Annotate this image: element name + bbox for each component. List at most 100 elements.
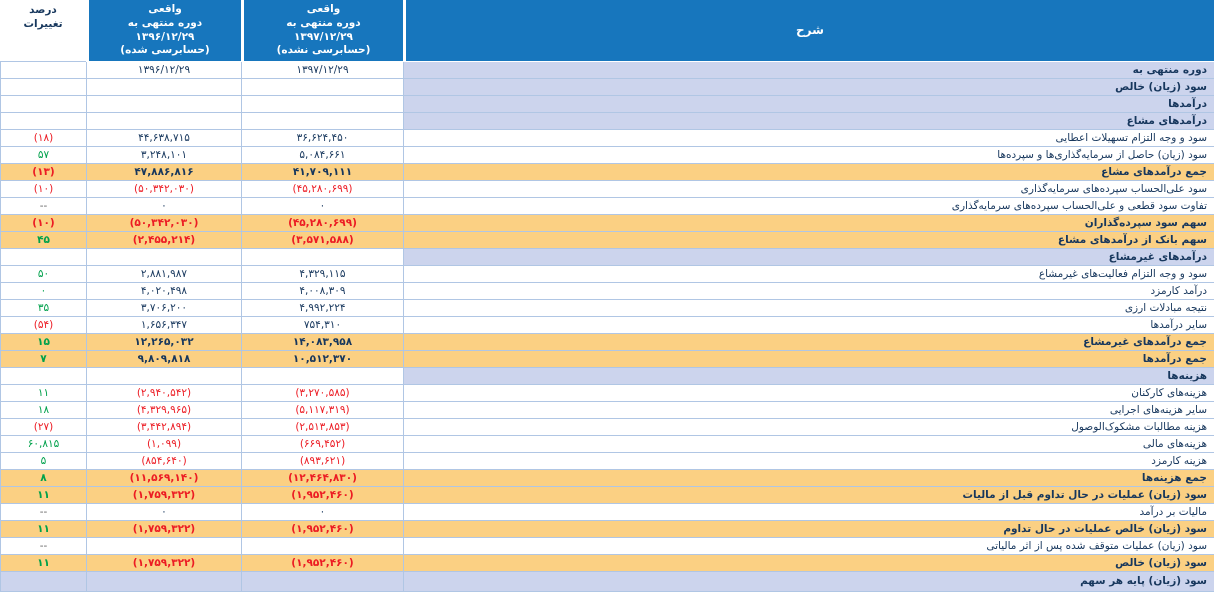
row-label: سود (زیان) خالص عملیات در حال تداوم [403, 521, 1214, 538]
table-row: جمع درآمدها ۱۰,۵۱۲,۳۷۰ ۹,۸۰۹,۸۱۸ ۷ [0, 351, 1214, 368]
table-row: سود (زیان) پایه هر سهم [0, 572, 1214, 592]
percent-change: (۲۷) [0, 419, 86, 436]
percent-change [0, 572, 86, 592]
percent-change: ۱۱ [0, 385, 86, 402]
percent-change: ۵ [0, 453, 86, 470]
value-1397 [241, 572, 403, 592]
value-1397: (۵,۱۱۷,۳۱۹) [241, 402, 403, 419]
table-row: جمع هزینه‌ها (۱۲,۴۶۴,۸۳۰) (۱۱,۵۶۹,۱۴۰) ۸ [0, 470, 1214, 487]
value-1397: ۵,۰۸۴,۶۶۱ [241, 147, 403, 164]
percent-change: ۴۵ [0, 232, 86, 249]
value-1397: ۷۵۴,۳۱۰ [241, 317, 403, 334]
value-1397 [241, 538, 403, 555]
table-row: سهم بانک از درآمدهای مشاع (۳,۵۷۱,۵۸۸) (۲,۴… [0, 232, 1214, 249]
value-1397: ۱۰,۵۱۲,۳۷۰ [241, 351, 403, 368]
row-label: هزینه‌های مالی [403, 436, 1214, 453]
row-label: نتیجه مبادلات ارزی [403, 300, 1214, 317]
value-1396 [86, 96, 241, 113]
table-row: نتیجه مبادلات ارزی ۴,۹۹۲,۲۲۴ ۳,۷۰۶,۲۰۰ ۳۵ [0, 300, 1214, 317]
table-row: جمع درآمدهای غیرمشاع ۱۴,۰۸۳,۹۵۸ ۱۲,۲۶۵,۰۳۲… [0, 334, 1214, 351]
table-row: مالیات بر درآمد ۰ ۰ -- [0, 504, 1214, 521]
row-label: سود و وجه التزام فعالیت‌های غیرمشاع [403, 266, 1214, 283]
table-row: هزینه‌های کارکنان (۳,۲۷۰,۵۸۵) (۲,۹۴۰,۵۴۲) ۱… [0, 385, 1214, 402]
percent-change: (۵۴) [0, 317, 86, 334]
value-1397: ۴,۰۰۸,۳۰۹ [241, 283, 403, 300]
table-row: سود و وجه التزام فعالیت‌های غیرمشاع ۴,۳۲۹… [0, 266, 1214, 283]
value-1396: (۵۰,۳۴۲,۰۳۰) [86, 215, 241, 232]
row-label: سود (زیان) عملیات متوقف شده پس از اثر ما… [403, 538, 1214, 555]
value-1397: ۰ [241, 198, 403, 215]
percent-change [0, 79, 86, 96]
percent-change: -- [0, 504, 86, 521]
percent-change: ۱۱ [0, 555, 86, 572]
row-label: هزینه کارمزد [403, 453, 1214, 470]
row-label: سود علی‌الحساب سپرده‌های سرمایه‌گذاری [403, 181, 1214, 198]
percent-change [0, 62, 86, 79]
row-label: درآمدهای مشاع [403, 113, 1214, 130]
table-row: درآمدها [0, 96, 1214, 113]
value-1397: (۲,۵۱۳,۸۵۳) [241, 419, 403, 436]
value-1397 [241, 113, 403, 130]
value-1396: (۱,۷۵۹,۳۲۲) [86, 487, 241, 504]
percent-change: ۷ [0, 351, 86, 368]
table-row: جمع درآمدهای مشاع ۴۱,۷۰۹,۱۱۱ ۴۷,۸۸۶,۸۱۶ (۱۳… [0, 164, 1214, 181]
value-1397: (۳,۵۷۱,۵۸۸) [241, 232, 403, 249]
percent-change: ۳۵ [0, 300, 86, 317]
row-label: سود (زیان) خالص [403, 79, 1214, 96]
percent-change [0, 368, 86, 385]
value-1396: (۱,۷۵۹,۳۲۲) [86, 555, 241, 572]
percent-change: ۸ [0, 470, 86, 487]
value-1397: ۳۶,۶۲۴,۴۵۰ [241, 130, 403, 147]
percent-change: ۵۷ [0, 147, 86, 164]
row-label: سهم بانک از درآمدهای مشاع [403, 232, 1214, 249]
value-1396 [86, 249, 241, 266]
row-label: جمع درآمدهای مشاع [403, 164, 1214, 181]
row-label: جمع درآمدهای غیرمشاع [403, 334, 1214, 351]
value-1396: (۱,۰۹۹) [86, 436, 241, 453]
row-label: سود و وجه التزام تسهیلات اعطایی [403, 130, 1214, 147]
percent-change [0, 96, 86, 113]
value-1397: (۳,۲۷۰,۵۸۵) [241, 385, 403, 402]
value-1396: ۴,۰۲۰,۴۹۸ [86, 283, 241, 300]
table-row: هزینه مطالبات مشکوک‌الوصول (۲,۵۱۳,۸۵۳) (۳,… [0, 419, 1214, 436]
table-row: سود (زیان) خالص (۱,۹۵۲,۴۶۰) (۱,۷۵۹,۳۲۲) ۱۱ [0, 555, 1214, 572]
value-1397: ۱۴,۰۸۳,۹۵۸ [241, 334, 403, 351]
value-1396: ۴۷,۸۸۶,۸۱۶ [86, 164, 241, 181]
value-1396: (۵۰,۳۴۲,۰۳۰) [86, 181, 241, 198]
value-1397 [241, 96, 403, 113]
row-label: جمع هزینه‌ها [403, 470, 1214, 487]
value-1396: ۲,۸۸۱,۹۸۷ [86, 266, 241, 283]
table-row: سهم سود سپرده‌گذاران (۴۵,۲۸۰,۶۹۹) (۵۰,۳۴۲,… [0, 215, 1214, 232]
value-1396: ۱۲,۲۶۵,۰۳۲ [86, 334, 241, 351]
table-row: سایر هزینه‌های اجرایی (۵,۱۱۷,۳۱۹) (۴,۳۲۹,۹… [0, 402, 1214, 419]
row-label: جمع درآمدها [403, 351, 1214, 368]
table-row: سود علی‌الحساب سپرده‌های سرمایه‌گذاری (۴۵… [0, 181, 1214, 198]
row-label: سایر هزینه‌های اجرایی [403, 402, 1214, 419]
table-row: هزینه کارمزد (۸۹۳,۶۲۱) (۸۵۴,۶۴۰) ۵ [0, 453, 1214, 470]
table-row: سود (زیان) خالص عملیات در حال تداوم (۱,۹۵… [0, 521, 1214, 538]
percent-change: -- [0, 538, 86, 555]
percent-change: ۱۸ [0, 402, 86, 419]
value-1396: (۴,۳۲۹,۹۶۵) [86, 402, 241, 419]
row-label: مالیات بر درآمد [403, 504, 1214, 521]
value-1396: (۱,۷۵۹,۳۲۲) [86, 521, 241, 538]
value-1396: ۰ [86, 198, 241, 215]
value-1396: (۳,۴۴۲,۸۹۴) [86, 419, 241, 436]
value-1397 [241, 79, 403, 96]
table-row: دوره منتهی به ۱۳۹۷/۱۲/۲۹ ۱۳۹۶/۱۲/۲۹ [0, 62, 1214, 79]
table-row: هزینه‌ها [0, 368, 1214, 385]
table-body: دوره منتهی به ۱۳۹۷/۱۲/۲۹ ۱۳۹۶/۱۲/۲۹ سود (زی… [0, 62, 1214, 592]
table-row: سود و وجه التزام تسهیلات اعطایی ۳۶,۶۲۴,۴۵… [0, 130, 1214, 147]
percent-change: (۱۳) [0, 164, 86, 181]
value-1396: ۰ [86, 504, 241, 521]
value-1397: (۴۵,۲۸۰,۶۹۹) [241, 181, 403, 198]
percent-change: ۱۱ [0, 521, 86, 538]
percent-change: ۱۱ [0, 487, 86, 504]
row-label: تفاوت سود قطعی و علی‌الحساب سپرده‌های سر… [403, 198, 1214, 215]
value-1396: ۳,۲۴۸,۱۰۱ [86, 147, 241, 164]
row-label: درآمدهای غیرمشاع [403, 249, 1214, 266]
percent-change: ۰ [0, 283, 86, 300]
table-row: سایر درآمدها ۷۵۴,۳۱۰ ۱,۶۵۶,۳۴۷ (۵۴) [0, 317, 1214, 334]
value-1396 [86, 572, 241, 592]
